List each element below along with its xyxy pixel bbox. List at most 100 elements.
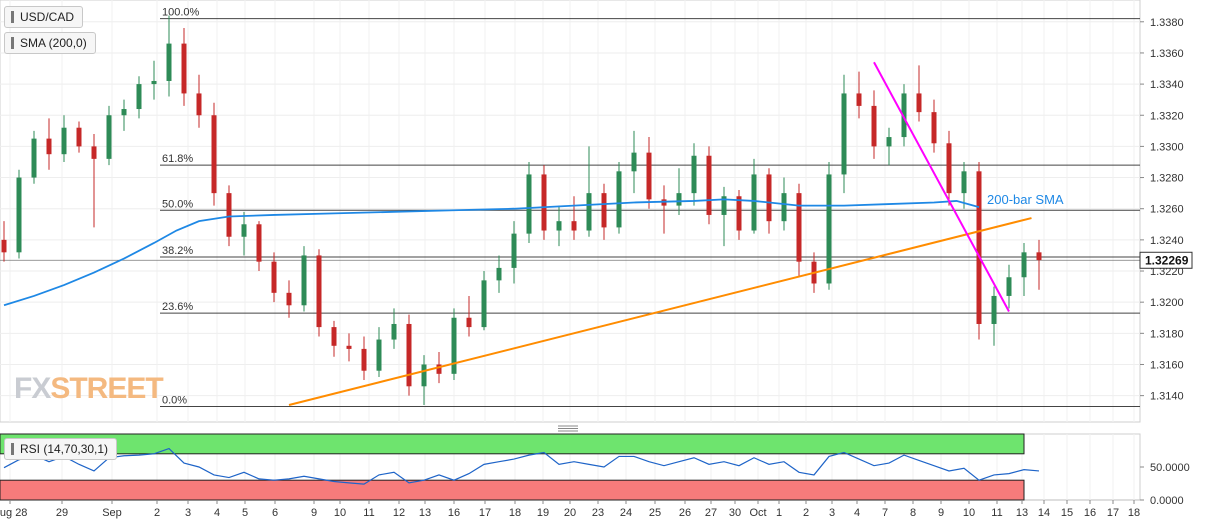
candle-body <box>796 193 802 262</box>
symbol-tag[interactable]: USD/CAD <box>4 6 84 28</box>
candle-body <box>181 43 187 94</box>
candle-body <box>1 239 7 253</box>
candle-body <box>91 146 97 159</box>
rsi-overbought-zone <box>0 433 1025 455</box>
x-tick-label: 15 <box>1061 507 1073 519</box>
rsi-tick-label: 50.0000 <box>1150 462 1190 474</box>
candle-body <box>946 143 952 194</box>
x-tick-label: 4 <box>854 507 860 519</box>
watermark-logo: FXSTREET <box>14 372 164 405</box>
candle-body <box>586 193 592 231</box>
candlesticks <box>1 15 1042 405</box>
current-price-label: 1.32269 <box>1145 253 1189 267</box>
x-tick-label: 16 <box>1084 507 1096 519</box>
x-tick-label: Sep <box>102 507 122 519</box>
candle-body <box>1021 252 1027 278</box>
time-axis: Aug 2829Sep23456910111213161718192023242… <box>0 500 1140 519</box>
candle-body <box>151 80 157 85</box>
candle-body <box>136 84 142 110</box>
y-tick-label: 1.3340 <box>1150 79 1184 91</box>
y-tick-label: 1.3140 <box>1150 391 1184 403</box>
sma-indicator-tag[interactable]: SMA (200,0) <box>4 32 96 54</box>
candle-body <box>871 105 877 147</box>
candle-body <box>646 152 652 200</box>
y-tick-label: 1.3180 <box>1150 328 1184 340</box>
candle-body <box>541 174 547 231</box>
candle-body <box>556 221 562 231</box>
x-tick-label: 26 <box>679 507 691 519</box>
candle-body <box>241 224 247 237</box>
y-tick-label: 1.3220 <box>1150 266 1184 278</box>
x-tick-label: 4 <box>214 507 220 519</box>
candle-body <box>271 261 277 293</box>
sma-line <box>3 198 980 307</box>
candle-body <box>76 127 82 147</box>
x-tick-label: 30 <box>729 507 741 519</box>
overlay-lines: 200-bar SMA <box>3 61 1064 406</box>
x-tick-label: 7 <box>882 507 888 519</box>
x-tick-label: 25 <box>649 507 661 519</box>
current-price-tag: 1.32269 <box>1139 251 1193 269</box>
x-tick-label: 29 <box>56 507 68 519</box>
candle-body <box>976 171 982 324</box>
x-tick-label: 12 <box>393 507 405 519</box>
candle-body <box>511 233 517 268</box>
candle-body <box>316 255 322 328</box>
x-tick-label: 10 <box>334 507 346 519</box>
x-tick-label: 6 <box>272 507 278 519</box>
candle-body <box>196 93 202 116</box>
x-tick-label: Oct <box>749 507 766 519</box>
y-tick-label: 1.3360 <box>1150 48 1184 60</box>
candle-body <box>691 155 697 194</box>
candle-body <box>226 193 232 237</box>
candle-body <box>16 177 22 253</box>
rsi-indicator-tag[interactable]: RSI (14,70,30,1) <box>4 438 118 460</box>
candle-body <box>451 317 457 374</box>
x-tick-label: 8 <box>910 507 916 519</box>
fib-level-label: 50.0% <box>162 198 193 210</box>
candle-body <box>106 115 112 159</box>
candle-body <box>391 323 397 340</box>
candle-body <box>436 364 442 374</box>
x-tick-label: 3 <box>829 507 835 519</box>
candle-body <box>781 193 787 222</box>
x-tick-label: 11 <box>991 507 1002 519</box>
y-tick-label: 1.3280 <box>1150 173 1184 185</box>
x-tick-label: 2 <box>803 507 809 519</box>
candle-body <box>361 348 367 371</box>
candle-body <box>601 193 607 228</box>
rsi-line <box>3 447 1040 485</box>
fib-level-label: 61.8% <box>162 153 193 165</box>
candle-body <box>406 323 412 387</box>
sma-label: 200-bar SMA <box>987 192 1064 207</box>
candle-body <box>571 221 577 231</box>
candle-body <box>886 137 892 147</box>
candle-body <box>481 280 487 328</box>
y-tick-label: 1.3300 <box>1150 141 1184 153</box>
x-tick-label: 5 <box>242 507 248 519</box>
candle-body <box>286 292 292 306</box>
rsi-indicator: 0.0000 50.0000 <box>0 433 1190 507</box>
rsi-tick-label: 0.0000 <box>1150 495 1184 507</box>
x-tick-label: 1 <box>776 507 782 519</box>
candle-body <box>991 295 997 324</box>
trendline <box>288 217 1032 406</box>
candle-body <box>916 93 922 113</box>
candle-body <box>46 138 52 155</box>
x-tick-label: 17 <box>479 507 491 519</box>
pane-divider-handle[interactable] <box>558 425 578 432</box>
candle-body <box>331 327 337 346</box>
candle-body <box>121 109 127 116</box>
y-tick-label: 1.3200 <box>1150 297 1184 309</box>
candle-body <box>721 196 727 215</box>
candle-body <box>1006 277 1012 296</box>
candle-body <box>901 93 907 138</box>
candle-body <box>931 112 937 144</box>
candle-body <box>766 174 772 222</box>
fib-level-label: 23.6% <box>162 301 193 313</box>
candle-body <box>301 255 307 306</box>
y-tick-label: 1.3320 <box>1150 110 1184 122</box>
candle-body <box>526 174 532 234</box>
candle-body <box>376 339 382 371</box>
candle-body <box>676 193 682 206</box>
